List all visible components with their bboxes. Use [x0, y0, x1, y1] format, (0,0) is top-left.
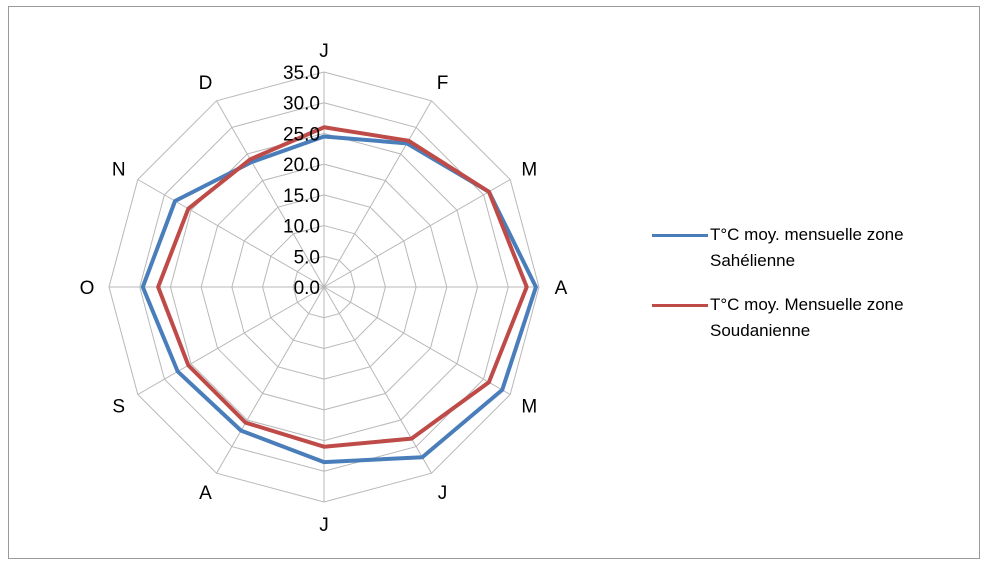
series-line-1: [156, 125, 529, 449]
spoke-8: [137, 286, 325, 395]
spoke-1: [323, 100, 432, 288]
tick-label-4: 20.0: [283, 155, 320, 176]
spoke-10: [137, 179, 325, 288]
tick-label-1: 5.0: [294, 247, 320, 268]
tick-label-3: 15.0: [283, 186, 320, 207]
category-label-3: A: [555, 278, 568, 299]
legend-swatch-sahelienne: [652, 234, 708, 237]
legend-item-sahelienne: T°C moy. mensuelle zone Sahélienne: [652, 222, 972, 274]
category-label-9: O: [80, 278, 95, 299]
spoke-7: [216, 286, 325, 474]
category-label-5: J: [438, 483, 448, 504]
category-label-1: F: [437, 73, 449, 94]
category-label-10: N: [112, 160, 126, 181]
category-labels: J F M A M J J A S O N D: [80, 41, 568, 536]
radar-spokes: [109, 72, 539, 502]
tick-label-0: 0.0: [294, 278, 320, 299]
spoke-2: [323, 179, 511, 288]
legend-item-soudanienne: T°C moy. Mensuelle zone Soudanienne: [652, 292, 972, 344]
spoke-4: [323, 286, 511, 395]
tick-label-6: 30.0: [283, 94, 320, 115]
category-label-7: A: [199, 483, 212, 504]
category-label-2: M: [521, 160, 537, 181]
spoke-11: [216, 100, 325, 288]
category-label-0: J: [319, 41, 329, 62]
category-label-4: M: [521, 397, 537, 418]
radial-tick-labels: 0.0 5.0 10.0 15.0 20.0 25.0 30.0 35.0: [283, 63, 320, 299]
category-label-11: D: [199, 73, 213, 94]
tick-label-2: 10.0: [283, 217, 320, 238]
tick-label-5: 25.0: [283, 124, 320, 145]
legend-swatch-soudanienne: [652, 304, 708, 307]
tick-label-7: 35.0: [283, 63, 320, 84]
radar-series: [140, 125, 538, 465]
category-label-8: S: [112, 397, 125, 418]
spoke-5: [323, 286, 432, 474]
category-label-6: J: [319, 515, 329, 536]
legend: T°C moy. mensuelle zone Sahélienne T°C m…: [652, 222, 972, 362]
legend-label-sahelienne: T°C moy. mensuelle zone Sahélienne: [710, 225, 904, 270]
chart-frame: [8, 6, 980, 559]
legend-label-soudanienne: T°C moy. Mensuelle zone Soudanienne: [710, 295, 904, 340]
